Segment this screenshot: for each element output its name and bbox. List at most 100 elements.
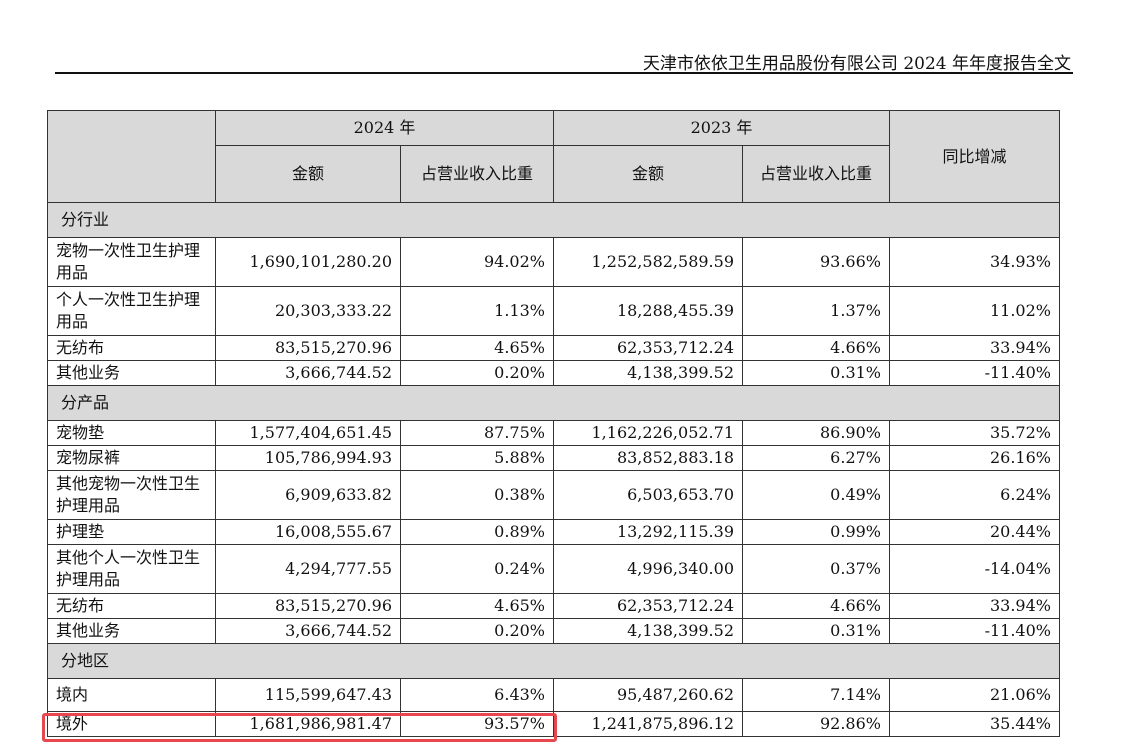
amount-2024: 4,294,777.55 — [215, 544, 401, 594]
row-name: 其他个人一次性卫生护理用品 — [47, 544, 216, 594]
row-name: 宠物一次性卫生护理用品 — [47, 237, 216, 287]
ratio-2023: 4.66% — [742, 335, 890, 361]
yoy-change: 34.93% — [889, 237, 1060, 287]
amount-2023-header: 金额 — [553, 145, 743, 203]
ratio-2023: 86.90% — [742, 420, 890, 446]
row-name: 其他业务 — [47, 360, 216, 386]
amount-2024: 20,303,333.22 — [215, 286, 401, 336]
yoy-change-header: 同比增减 — [889, 110, 1060, 203]
ratio-2023: 0.37% — [742, 544, 890, 594]
amount-2024: 16,008,555.67 — [215, 519, 401, 545]
section-title: 分行业 — [47, 202, 1060, 238]
table-row: 宠物一次性卫生护理用品 1,690,101,280.20 94.02% 1,25… — [47, 237, 1060, 287]
ratio-2024: 0.24% — [400, 544, 554, 594]
yoy-change: 33.94% — [889, 335, 1060, 361]
amount-2023: 62,353,712.24 — [553, 335, 743, 361]
amount-2024: 83,515,270.96 — [215, 593, 401, 619]
table-row: 宠物垫 1,577,404,651.45 87.75% 1,162,226,05… — [47, 420, 1060, 446]
row-name: 宠物尿裤 — [47, 445, 216, 471]
ratio-2023: 92.86% — [742, 711, 890, 737]
row-name: 无纺布 — [47, 593, 216, 619]
amount-2023: 6,503,653.70 — [553, 470, 743, 520]
section-title: 分地区 — [47, 643, 1060, 679]
yoy-change: 33.94% — [889, 593, 1060, 619]
amount-2023: 1,252,582,589.59 — [553, 237, 743, 287]
amount-2024: 1,577,404,651.45 — [215, 420, 401, 446]
yoy-change: 11.02% — [889, 286, 1060, 336]
ratio-2024: 87.75% — [400, 420, 554, 446]
header-rule — [55, 72, 1073, 74]
amount-2024: 6,909,633.82 — [215, 470, 401, 520]
row-name: 护理垫 — [47, 519, 216, 545]
amount-2023: 62,353,712.24 — [553, 593, 743, 619]
ratio-2024: 0.38% — [400, 470, 554, 520]
ratio-2023: 6.27% — [742, 445, 890, 471]
amount-2024: 1,690,101,280.20 — [215, 237, 401, 287]
amount-2024: 115,599,647.43 — [215, 678, 401, 712]
amount-2023: 13,292,115.39 — [553, 519, 743, 545]
table-row: 护理垫 16,008,555.67 0.89% 13,292,115.39 0.… — [47, 519, 1060, 545]
amount-2023: 4,138,399.52 — [553, 618, 743, 644]
table-row: 其他业务 3,666,744.52 0.20% 4,138,399.52 0.3… — [47, 360, 1060, 386]
amount-2023: 95,487,260.62 — [553, 678, 743, 712]
revenue-composition-table: 2024 年 2023 年 同比增减 金额 占营业收入比重 金额 占营业收入比重… — [47, 110, 1060, 737]
ratio-2024-header: 占营业收入比重 — [400, 145, 554, 203]
table-row: 无纺布 83,515,270.96 4.65% 62,353,712.24 4.… — [47, 593, 1060, 619]
ratio-2023: 0.49% — [742, 470, 890, 520]
row-name: 个人一次性卫生护理用品 — [47, 286, 216, 336]
yoy-change: -11.40% — [889, 360, 1060, 386]
amount-2023: 1,241,875,896.12 — [553, 711, 743, 737]
yoy-change: 35.72% — [889, 420, 1060, 446]
row-name: 宠物垫 — [47, 420, 216, 446]
yoy-change: 35.44% — [889, 711, 1060, 737]
row-name: 其他宠物一次性卫生护理用品 — [47, 470, 216, 520]
table-row: 其他业务 3,666,744.52 0.20% 4,138,399.52 0.3… — [47, 618, 1060, 644]
amount-2023: 18,288,455.39 — [553, 286, 743, 336]
ratio-2023-header: 占营业收入比重 — [742, 145, 890, 203]
ratio-2024: 0.20% — [400, 618, 554, 644]
row-name: 境内 — [47, 678, 216, 712]
yoy-change: 6.24% — [889, 470, 1060, 520]
ratio-2024: 1.13% — [400, 286, 554, 336]
table-row: 宠物尿裤 105,786,994.93 5.88% 83,852,883.18 … — [47, 445, 1060, 471]
table-row: 境内 115,599,647.43 6.43% 95,487,260.62 7.… — [47, 678, 1060, 712]
row-name: 无纺布 — [47, 335, 216, 361]
yoy-change: -14.04% — [889, 544, 1060, 594]
ratio-2024: 4.65% — [400, 593, 554, 619]
yoy-change: 21.06% — [889, 678, 1060, 712]
ratio-2024: 0.89% — [400, 519, 554, 545]
report-header-title: 天津市依依卫生用品股份有限公司 2024 年年度报告全文 — [642, 54, 1071, 74]
amount-2023: 4,138,399.52 — [553, 360, 743, 386]
amount-2024-header: 金额 — [215, 145, 401, 203]
ratio-2024: 0.20% — [400, 360, 554, 386]
table-row: 无纺布 83,515,270.96 4.65% 62,353,712.24 4.… — [47, 335, 1060, 361]
year-2024-header: 2024 年 — [215, 110, 554, 146]
amount-2024: 3,666,744.52 — [215, 618, 401, 644]
ratio-2023: 93.66% — [742, 237, 890, 287]
year-2023-header: 2023 年 — [553, 110, 890, 146]
ratio-2024: 94.02% — [400, 237, 554, 287]
amount-2023: 1,162,226,052.71 — [553, 420, 743, 446]
ratio-2023: 4.66% — [742, 593, 890, 619]
yoy-change: 20.44% — [889, 519, 1060, 545]
amount-2024: 3,666,744.52 — [215, 360, 401, 386]
table-row: 其他个人一次性卫生护理用品 4,294,777.55 0.24% 4,996,3… — [47, 544, 1060, 594]
ratio-2023: 7.14% — [742, 678, 890, 712]
highlight-box — [42, 713, 557, 742]
amount-2023: 83,852,883.18 — [553, 445, 743, 471]
ratio-2023: 0.31% — [742, 360, 890, 386]
yoy-change: -11.40% — [889, 618, 1060, 644]
amount-2024: 105,786,994.93 — [215, 445, 401, 471]
yoy-change: 26.16% — [889, 445, 1060, 471]
ratio-2023: 0.99% — [742, 519, 890, 545]
section-title: 分产品 — [47, 385, 1060, 421]
empty-corner-cell — [47, 110, 216, 203]
table-row: 其他宠物一次性卫生护理用品 6,909,633.82 0.38% 6,503,6… — [47, 470, 1060, 520]
ratio-2024: 5.88% — [400, 445, 554, 471]
amount-2023: 4,996,340.00 — [553, 544, 743, 594]
ratio-2024: 6.43% — [400, 678, 554, 712]
row-name: 其他业务 — [47, 618, 216, 644]
ratio-2023: 0.31% — [742, 618, 890, 644]
ratio-2024: 4.65% — [400, 335, 554, 361]
table-row: 个人一次性卫生护理用品 20,303,333.22 1.13% 18,288,4… — [47, 286, 1060, 336]
